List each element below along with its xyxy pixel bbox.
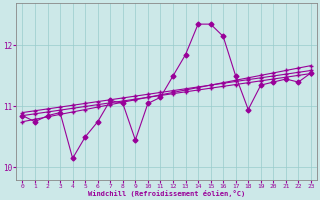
X-axis label: Windchill (Refroidissement éolien,°C): Windchill (Refroidissement éolien,°C) [88, 190, 245, 197]
